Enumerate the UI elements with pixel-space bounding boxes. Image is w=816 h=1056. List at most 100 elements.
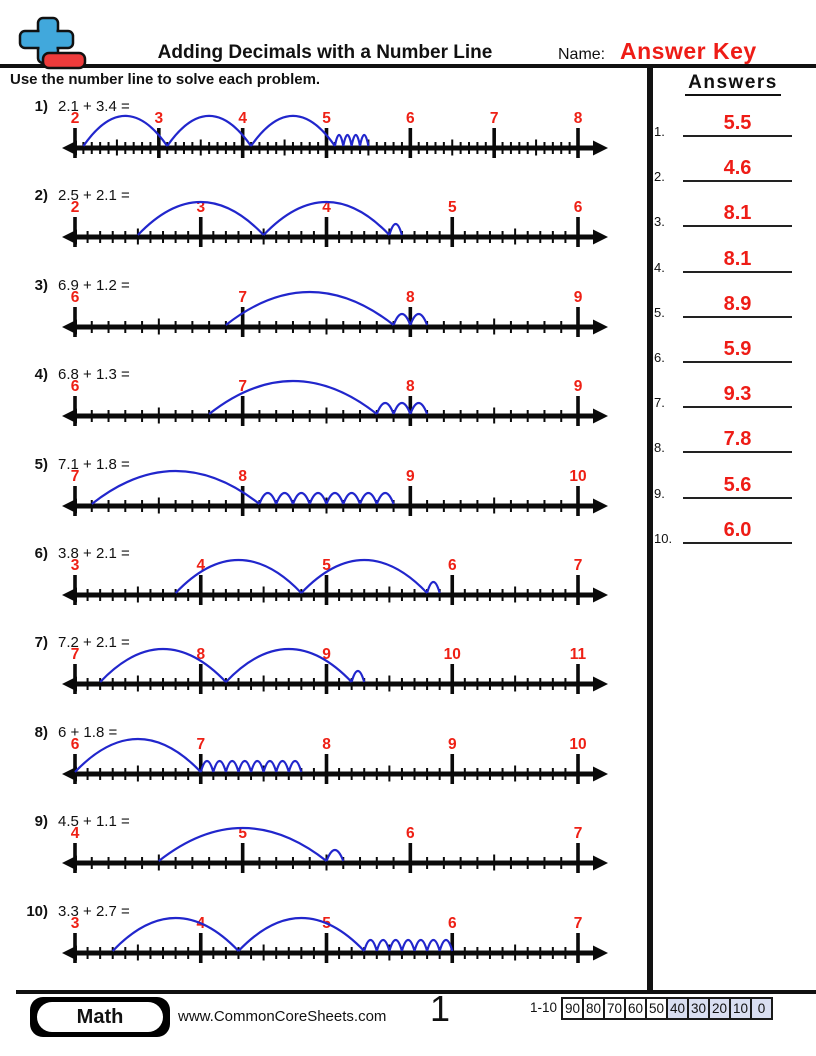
svg-text:2: 2 bbox=[71, 110, 80, 127]
line-bar bbox=[70, 234, 600, 240]
answer-row: 3. 8.1 bbox=[650, 185, 816, 230]
line-bar bbox=[70, 592, 600, 598]
problem-6: 6) 3.8 + 2.1 = 3 4 5 6 7 bbox=[20, 545, 640, 634]
problem-expression: 7.2 + 2.1 = bbox=[58, 634, 130, 652]
right-arrow-icon bbox=[593, 319, 608, 335]
problem-expression: 4.5 + 1.1 = bbox=[58, 813, 130, 831]
answer-value: 4.6 bbox=[723, 157, 752, 180]
answer-key-text: Answer Key bbox=[620, 38, 757, 64]
answer-blank-line: 4.6 bbox=[683, 155, 792, 183]
jump-arcs bbox=[91, 469, 395, 505]
problem-header: 10) 3.3 + 2.7 = bbox=[20, 902, 129, 920]
answer-row: 5. 8.9 bbox=[650, 276, 816, 321]
jump-arcs bbox=[158, 827, 345, 863]
svg-text:3: 3 bbox=[71, 915, 80, 932]
svg-text:2: 2 bbox=[71, 199, 80, 216]
svg-text:9: 9 bbox=[406, 468, 415, 485]
right-arrow-icon bbox=[593, 498, 608, 514]
svg-text:5: 5 bbox=[448, 199, 457, 216]
svg-text:3: 3 bbox=[196, 199, 205, 216]
problems: 1) 2.1 + 3.4 = 2 3 4 5 6 7 8 2) 2.5 + 2.1 = 2 3 4 5 6 3)… bbox=[20, 98, 640, 992]
problem-number: 10) bbox=[26, 902, 48, 920]
line-bar bbox=[70, 860, 600, 866]
line-bar bbox=[70, 413, 600, 419]
answer-number: 1. bbox=[654, 124, 665, 139]
problem-header: 9) 4.5 + 1.1 = bbox=[20, 813, 130, 830]
tick-labels: 6 7 8 9 bbox=[71, 378, 583, 395]
line-bar bbox=[70, 324, 600, 330]
tick-labels: 6 7 8 9 10 bbox=[71, 736, 587, 753]
svg-text:8: 8 bbox=[322, 736, 331, 753]
problem-10: 10) 3.3 + 2.7 = 3 4 5 6 7 bbox=[20, 903, 640, 992]
svg-text:4: 4 bbox=[71, 825, 80, 842]
answer-number: 4. bbox=[654, 259, 665, 275]
score-cell: 90 bbox=[561, 997, 584, 1020]
answer-row: 1. 5.5 bbox=[650, 95, 816, 140]
answer-value: 6.0 bbox=[723, 518, 752, 541]
score-table: 90 80 70 60 50 40 30 20 10 0 bbox=[561, 997, 773, 1020]
score-cell: 50 bbox=[645, 997, 668, 1020]
answer-number: 9. bbox=[654, 485, 665, 501]
problem-9: 9) 4.5 + 1.1 = 4 5 6 7 bbox=[20, 813, 640, 902]
line-bar bbox=[70, 771, 600, 777]
right-arrow-icon bbox=[593, 855, 608, 871]
answer-blank-line: 5.5 bbox=[683, 110, 792, 137]
score-cell: 60 bbox=[624, 997, 647, 1020]
tick-labels: 6 7 8 9 bbox=[71, 289, 583, 306]
number-line: 6 7 8 9 10 bbox=[62, 736, 608, 784]
answers-panel-divider bbox=[647, 67, 653, 990]
jump-arcs bbox=[225, 290, 429, 326]
svg-text:8: 8 bbox=[574, 110, 583, 127]
problem-number: 8) bbox=[34, 723, 48, 741]
ticks bbox=[73, 664, 580, 695]
problem-4: 4) 6.8 + 1.3 = 6 7 8 9 bbox=[20, 366, 640, 455]
line-bar bbox=[70, 503, 600, 509]
problem-number: 4) bbox=[34, 366, 48, 384]
svg-text:3: 3 bbox=[155, 110, 164, 127]
tick-labels: 3 4 5 6 7 bbox=[71, 557, 583, 574]
name-label: Name: bbox=[558, 46, 606, 63]
line-bar bbox=[70, 950, 600, 956]
number-line: 4 5 6 7 bbox=[62, 825, 608, 874]
svg-text:9: 9 bbox=[574, 289, 583, 306]
score-range-label: 1-10 bbox=[529, 1000, 557, 1015]
jump-arcs bbox=[137, 201, 403, 237]
problem-8: 8) 6 + 1.8 = 6 7 8 9 10 bbox=[20, 724, 640, 813]
svg-text:10: 10 bbox=[569, 736, 586, 753]
svg-text:7: 7 bbox=[490, 110, 499, 127]
number-line: 6 7 8 9 bbox=[62, 378, 608, 427]
answer-blank-line: 7.8 bbox=[683, 426, 792, 454]
answer-row: 4. 8.1 bbox=[650, 231, 816, 276]
answer-number: 7. bbox=[654, 395, 665, 411]
ticks bbox=[73, 485, 580, 516]
svg-text:6: 6 bbox=[71, 289, 80, 306]
tick-labels: 7 8 9 10 bbox=[71, 468, 587, 485]
math-badge: Math bbox=[30, 997, 170, 1037]
ticks bbox=[73, 753, 580, 784]
answer-number: 6. bbox=[654, 350, 665, 365]
problem-header: 4) 6.8 + 1.3 = bbox=[20, 366, 130, 383]
number-line: 7 8 9 10 11 bbox=[62, 646, 608, 695]
number-line: 7 8 9 10 bbox=[62, 468, 608, 516]
answers-title: Answers bbox=[650, 72, 816, 96]
right-arrow-icon bbox=[593, 140, 608, 156]
answer-blank-line: 8.1 bbox=[683, 200, 792, 228]
problem-7: 7) 7.2 + 2.1 = 7 8 9 10 11 bbox=[20, 634, 640, 723]
number-line: 2 3 4 5 6 bbox=[62, 199, 608, 248]
svg-text:6: 6 bbox=[406, 825, 415, 842]
problem-header: 8) 6 + 1.8 = bbox=[20, 723, 118, 741]
problem-expression: 6.8 + 1.3 = bbox=[58, 366, 130, 384]
answer-row: 2. 4.6 bbox=[650, 140, 816, 185]
ticks bbox=[73, 932, 580, 963]
problem-3: 3) 6.9 + 1.2 = 6 7 8 9 bbox=[20, 277, 640, 366]
svg-text:3: 3 bbox=[71, 557, 80, 574]
answer-number: 2. bbox=[654, 169, 665, 185]
jump-arcs bbox=[111, 916, 454, 952]
answer-value: 8.1 bbox=[723, 247, 752, 270]
svg-text:8: 8 bbox=[238, 468, 247, 485]
number-line: 3 4 5 6 7 bbox=[62, 557, 608, 605]
right-arrow-icon bbox=[593, 945, 608, 961]
answer-row: 6. 5.9 bbox=[650, 321, 816, 366]
svg-text:7: 7 bbox=[574, 915, 583, 932]
answer-blank-line: 8.1 bbox=[683, 246, 792, 273]
